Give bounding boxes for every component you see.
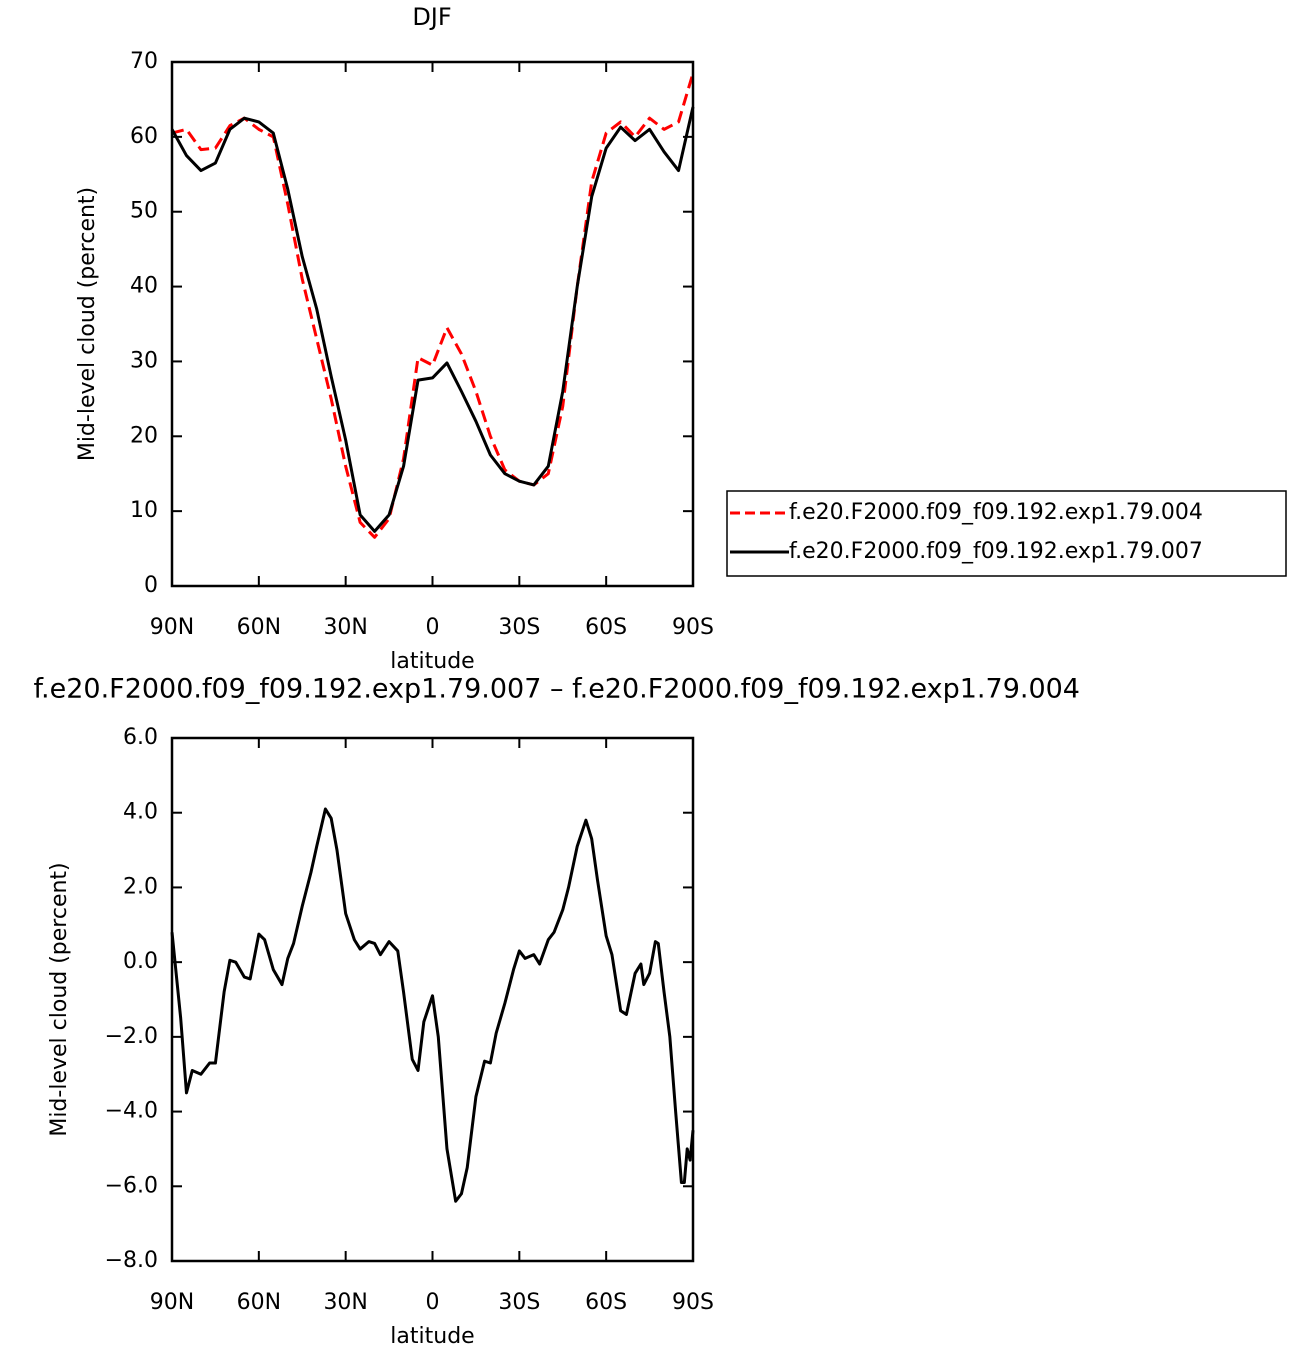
plot-frame (170, 736, 695, 1263)
y-tick-label: 10 (130, 498, 158, 523)
x-tick-label: 60S (585, 1290, 627, 1315)
legend-box (726, 490, 1287, 577)
x-tick-label: 90S (672, 1290, 714, 1315)
y-tick-label: 2.0 (123, 874, 158, 899)
x-tick-label: 90N (150, 1290, 194, 1315)
y-tick-label: 20 (130, 423, 158, 448)
data-line (170, 106, 695, 533)
data-line (170, 807, 695, 1203)
x-tick-label: 90N (150, 615, 194, 640)
y-tick-label: 0.0 (123, 949, 158, 974)
y-tick-label: −4.0 (105, 1099, 158, 1124)
x-axis-label: latitude (390, 1324, 474, 1349)
y-tick-label: 6.0 (123, 725, 158, 750)
y-tick-label: 50 (130, 199, 158, 224)
x-tick-label: 30S (498, 615, 540, 640)
data-line (171, 72, 695, 539)
x-tick-label: 30N (323, 615, 367, 640)
y-axis-label: Mid-level cloud (percent) (75, 187, 100, 461)
plot-frame (170, 60, 695, 588)
y-axis-label: Mid-level cloud (percent) (47, 862, 72, 1136)
x-axis-label: latitude (390, 649, 474, 674)
legend-label: f.e20.F2000.f09_f09.192.exp1.79.004 (789, 500, 1203, 525)
x-tick-label: 60N (237, 1290, 281, 1315)
x-tick-label: 30S (498, 1290, 540, 1315)
y-tick-label: 0 (144, 573, 158, 598)
chart-title: f.e20.F2000.f09_f09.192.exp1.79.007 – f.… (34, 674, 1081, 705)
y-tick-label: 30 (130, 348, 158, 373)
y-tick-label: −6.0 (105, 1173, 158, 1198)
y-tick-label: 70 (130, 49, 158, 74)
y-tick-label: 4.0 (123, 800, 158, 825)
x-tick-label: 0 (426, 615, 440, 640)
x-tick-label: 90S (672, 615, 714, 640)
y-tick-label: −8.0 (105, 1248, 158, 1273)
legend-label: f.e20.F2000.f09_f09.192.exp1.79.007 (789, 539, 1203, 564)
x-tick-label: 0 (426, 1290, 440, 1315)
y-tick-label: 40 (130, 274, 158, 299)
x-tick-label: 60S (585, 615, 627, 640)
y-tick-label: −2.0 (105, 1024, 158, 1049)
y-tick-label: 60 (130, 124, 158, 149)
chart-title: DJF (412, 3, 451, 31)
x-tick-label: 30N (323, 1290, 367, 1315)
x-tick-label: 60N (237, 615, 281, 640)
